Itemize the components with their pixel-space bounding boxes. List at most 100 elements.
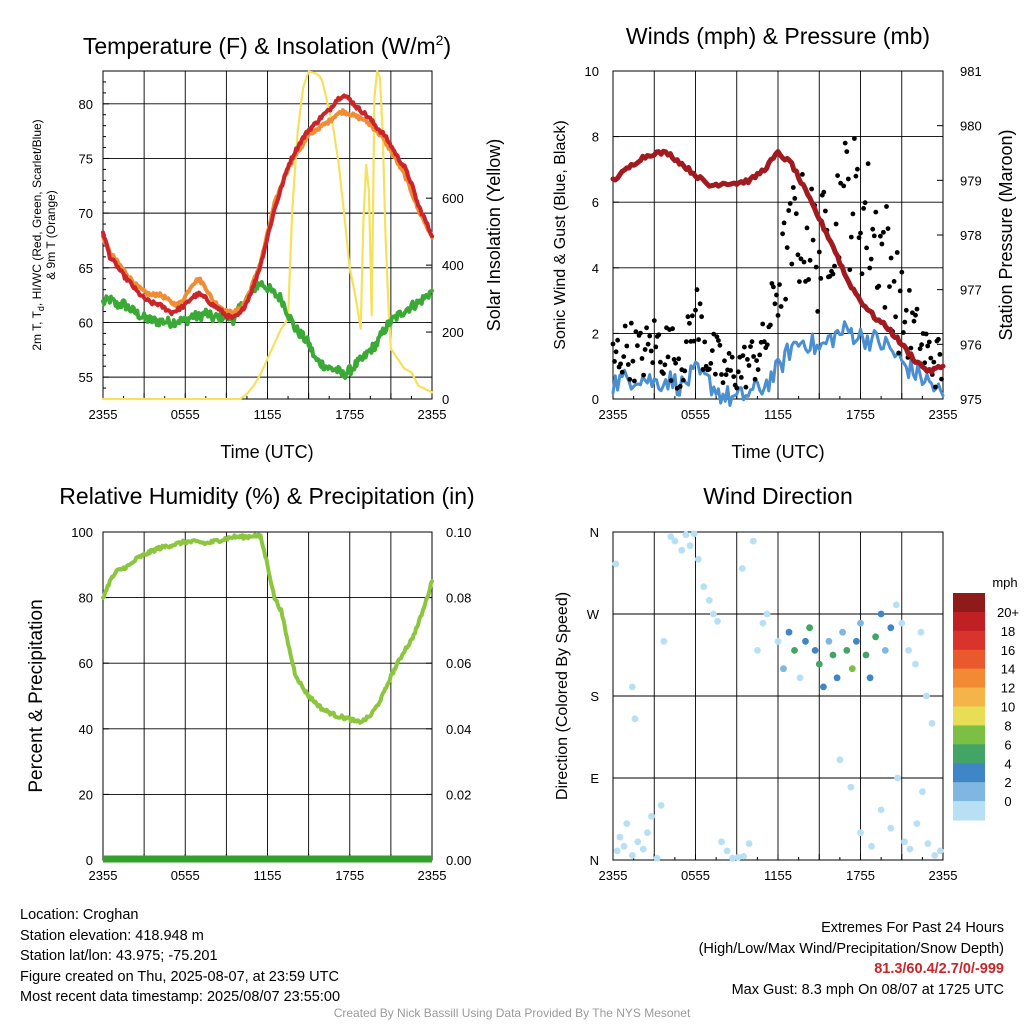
direction-point [660, 637, 668, 645]
x-tick-label: 2355 [929, 407, 958, 422]
legend-swatch [953, 630, 985, 651]
legend-swatch [953, 611, 985, 632]
gust-point [873, 209, 879, 215]
gust-point [795, 252, 801, 258]
extremes-panel: Extremes For Past 24 Hours (High/Low/Max… [699, 918, 1004, 1000]
gust-point [885, 226, 891, 232]
gust-point [743, 384, 749, 390]
gust-point [787, 201, 793, 206]
y-tick-label: 100 [71, 525, 93, 540]
x-tick-label: 0555 [681, 868, 710, 883]
y-axis-label: Sonic Wind & Gust (Blue, Black) [552, 120, 569, 349]
gust-point [638, 330, 643, 336]
gust-point [778, 304, 784, 309]
direction-point [894, 774, 901, 782]
gust-point [696, 337, 701, 342]
direction-point [796, 674, 804, 682]
gust-point [742, 344, 747, 350]
gust-point [656, 332, 662, 338]
gust-point [870, 226, 876, 232]
gust-point [784, 245, 790, 251]
gust-point [774, 292, 779, 298]
gust-point [752, 376, 758, 382]
humidity-line [101, 532, 434, 725]
gust-point [755, 367, 761, 372]
gust-point [818, 276, 824, 281]
legend-label: 4 [1004, 756, 1011, 771]
direction-point [657, 801, 665, 809]
gust-point [671, 357, 677, 362]
gust-point [630, 358, 636, 364]
direction-point [639, 845, 647, 853]
y-tick-label: 65 [79, 261, 93, 276]
gust-point [628, 320, 634, 326]
x-tick-label: 1755 [846, 407, 875, 422]
gust-point [881, 229, 886, 235]
gust-point [848, 234, 854, 240]
gust-point [806, 277, 811, 282]
gust-point [624, 343, 630, 349]
gust-point [754, 358, 759, 363]
legend-label: 0 [1004, 794, 1011, 809]
chart-title: Wind Direction [703, 483, 853, 509]
y-axis-label: Percent & Precipitation [26, 599, 47, 792]
gust-point [888, 255, 894, 261]
gust-point [891, 279, 897, 284]
direction-point [634, 838, 642, 846]
pressure-line [610, 148, 946, 375]
direction-point [749, 537, 757, 545]
legend-label: 2 [1004, 775, 1011, 790]
gust-point [893, 314, 898, 320]
gust-point [868, 256, 874, 262]
gust-point [670, 326, 675, 332]
gust-point [925, 343, 931, 349]
gust-point [706, 366, 712, 372]
elevation-text: Station elevation: 418.948 m [20, 927, 204, 944]
gust-point [720, 380, 726, 386]
gust-point [697, 301, 703, 307]
x-tick-label: 2355 [599, 407, 628, 422]
latlon-text: Station lat/lon: 43.975; -75.201 [20, 948, 218, 964]
direction-point [839, 628, 846, 636]
direction-point [648, 812, 655, 820]
gust-point [798, 256, 804, 262]
gust-point [783, 296, 788, 302]
direction-point [791, 647, 798, 654]
gust-point [887, 284, 892, 289]
y-tick-label: 40 [79, 722, 93, 737]
credit-text: Created By Nick Bassill Using Data Provi… [333, 1006, 691, 1020]
y2-tick-label: 0.08 [446, 591, 471, 606]
legend-label: 12 [1001, 681, 1015, 696]
gust-point [899, 269, 905, 275]
gust-point [775, 313, 781, 318]
gust-point [900, 330, 906, 335]
ylabel-subscript: d [36, 306, 46, 311]
gust-point [864, 245, 869, 251]
gust-point [719, 372, 724, 377]
x-tick-label: 1155 [254, 868, 282, 883]
legend-swatch [953, 801, 985, 821]
gust-point [859, 271, 865, 277]
direction-point [759, 619, 767, 627]
gust-point [738, 375, 744, 380]
y2-tick-label: 0 [442, 392, 449, 407]
gust-point [919, 342, 924, 348]
direction-point [802, 637, 809, 645]
legend-label: 14 [1001, 662, 1015, 677]
direction-point [931, 852, 939, 859]
gust-point [722, 358, 727, 364]
legend-swatch [953, 706, 985, 726]
legend-label: 18 [1001, 624, 1015, 639]
direction-point [901, 838, 908, 846]
y-axis-label-line2: & 9m T (Orange) [44, 190, 58, 280]
direction-point [868, 842, 875, 850]
gust-point [777, 282, 782, 287]
direction-point [866, 674, 874, 682]
gust-point [612, 359, 617, 364]
y2-tick-label: 0.00 [446, 853, 471, 868]
station-info: Location: Croghan Station elevation: 418… [20, 905, 340, 1008]
gust-point [823, 208, 828, 214]
direction-point [780, 665, 787, 673]
gust-point [878, 233, 883, 239]
x-tick-label: 2355 [89, 407, 118, 422]
